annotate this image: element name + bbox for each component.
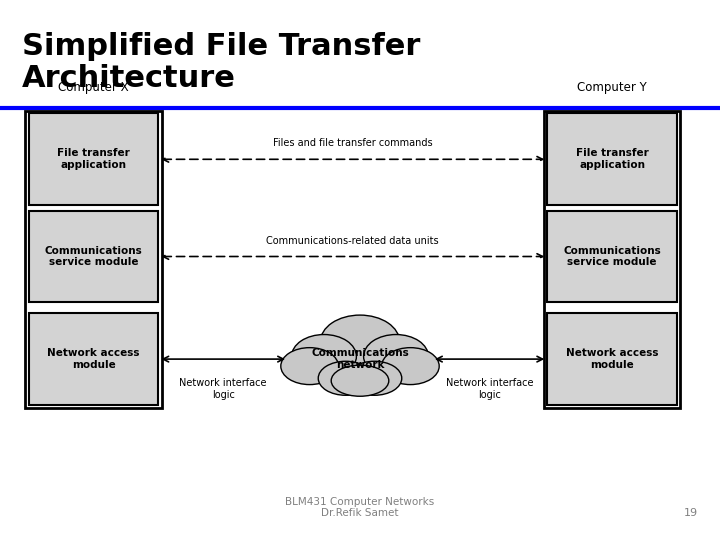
Text: Communications-related data units: Communications-related data units xyxy=(266,235,439,246)
Ellipse shape xyxy=(364,334,428,378)
Ellipse shape xyxy=(281,348,338,384)
Text: Network access
module: Network access module xyxy=(566,348,658,370)
Ellipse shape xyxy=(347,361,402,395)
FancyBboxPatch shape xyxy=(547,211,677,302)
FancyBboxPatch shape xyxy=(547,313,677,405)
Text: Files and file transfer commands: Files and file transfer commands xyxy=(273,138,433,149)
Text: Network interface
logic: Network interface logic xyxy=(179,378,267,400)
Text: Simplified File Transfer
Architecture: Simplified File Transfer Architecture xyxy=(22,32,420,93)
Text: 19: 19 xyxy=(684,508,698,518)
Ellipse shape xyxy=(292,334,356,378)
Text: File transfer
application: File transfer application xyxy=(57,148,130,170)
FancyBboxPatch shape xyxy=(29,313,158,405)
Text: Communications
service module: Communications service module xyxy=(45,246,143,267)
Text: Computer X: Computer X xyxy=(58,82,129,94)
FancyBboxPatch shape xyxy=(29,113,158,205)
Ellipse shape xyxy=(320,315,400,368)
Text: File transfer
application: File transfer application xyxy=(575,148,649,170)
Text: Communications
service module: Communications service module xyxy=(563,246,661,267)
Ellipse shape xyxy=(318,361,373,395)
Text: Communications
network: Communications network xyxy=(311,348,409,370)
Text: Network interface
logic: Network interface logic xyxy=(446,378,534,400)
FancyBboxPatch shape xyxy=(29,211,158,302)
FancyBboxPatch shape xyxy=(547,113,677,205)
Ellipse shape xyxy=(382,348,439,384)
Ellipse shape xyxy=(331,365,389,396)
Text: Computer Y: Computer Y xyxy=(577,82,647,94)
Text: BLM431 Computer Networks
Dr.Refik Samet: BLM431 Computer Networks Dr.Refik Samet xyxy=(285,497,435,518)
Text: Network access
module: Network access module xyxy=(48,348,140,370)
